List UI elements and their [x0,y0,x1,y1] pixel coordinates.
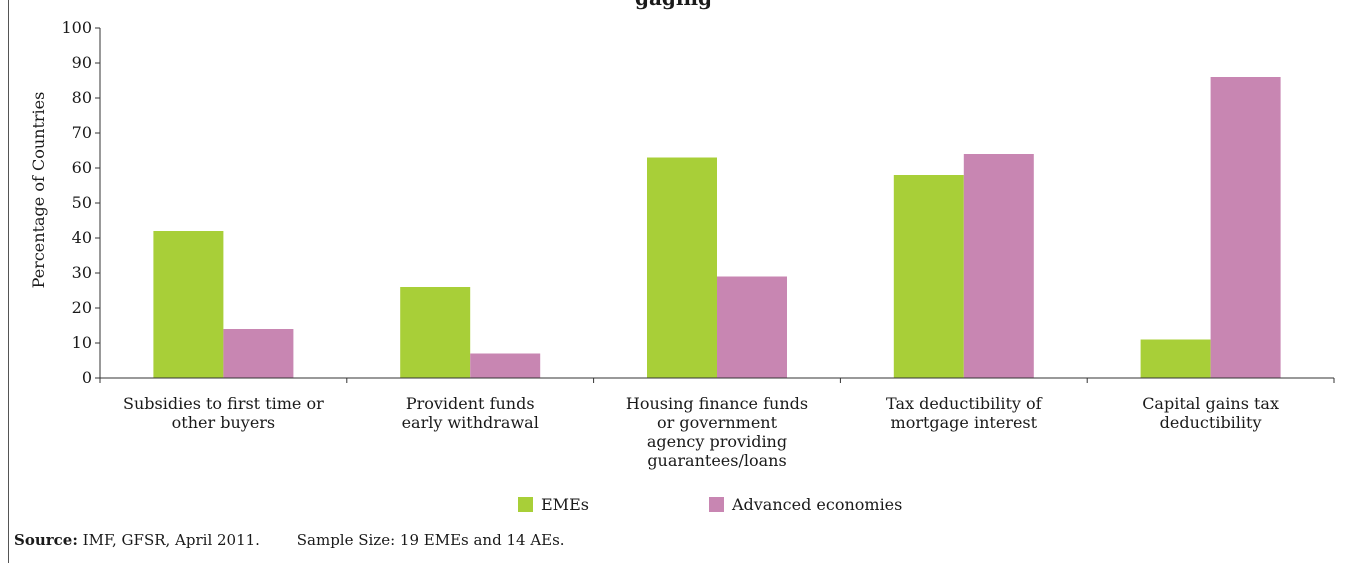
legend-swatch-advanced-economies [708,497,724,512]
bar-advanced-economies-1 [470,353,541,378]
x-category-label-1: Provident funds early withdrawal [402,394,539,432]
title-fragment: gaging [635,0,712,10]
legend-swatch-emes [518,497,533,512]
x-axis: Subsidies to first time or other buyers Pr… [99,377,1335,470]
source-label: Source: [14,531,78,549]
bar-emes-2 [647,157,717,378]
left-frame-line [8,0,9,563]
y-axis-title: Percentage of Countries [29,92,48,289]
legend: EMEs Advanced economies [518,495,1022,514]
y-tick-label-10: 10 [72,333,92,352]
y-tick-label-70: 70 [72,123,92,142]
y-tick-label-50: 50 [72,193,92,212]
y-tick-label-40: 40 [72,228,92,247]
bar-advanced-economies-3 [963,154,1034,378]
y-tick-label-80: 80 [72,88,92,107]
y-axis: 0 10 20 30 40 50 60 70 80 90 100 [61,18,101,387]
legend-item-emes: EMEs [518,495,589,514]
legend-label-advanced-economies: Advanced economies [731,495,903,514]
legend-item-advanced-economies: Advanced economies [708,495,903,514]
x-category-label-0: Subsidies to first time or other buyers [123,394,324,432]
y-tick-label-0: 0 [82,368,92,387]
x-category-label-3: Tax deductibility of mortgage interest [886,394,1043,432]
bar-emes-3 [893,175,964,378]
bar-chart: 0 10 20 30 40 50 60 70 80 90 100 Subsidies to firs… [29,18,1335,470]
legend-label-emes: EMEs [541,495,589,514]
y-tick-label-90: 90 [72,53,92,72]
sample-size-note: Sample Size: 19 EMEs and 14 AEs. [296,531,565,549]
bar-advanced-economies-2 [717,276,787,378]
chart-title-partial: gaging [0,0,1347,10]
bar-emes-0 [153,231,224,378]
bar-emes-1 [400,287,471,378]
y-tick-label-100: 100 [61,18,92,37]
y-tick-label-30: 30 [72,263,92,282]
y-tick-label-20: 20 [72,298,92,317]
source-note: Source: IMF, GFSR, April 2011. Sample Si… [14,531,565,549]
bars [153,77,1281,378]
x-category-label-4: Capital gains tax deductibility [1142,394,1279,432]
bar-advanced-economies-4 [1210,77,1281,378]
y-tick-label-60: 60 [72,158,92,177]
bar-advanced-economies-0 [223,329,294,378]
bar-emes-4 [1140,339,1211,378]
source-text: IMF, GFSR, April 2011. [82,531,260,549]
x-category-label-2: Housing finance funds or government agency… [626,394,808,470]
